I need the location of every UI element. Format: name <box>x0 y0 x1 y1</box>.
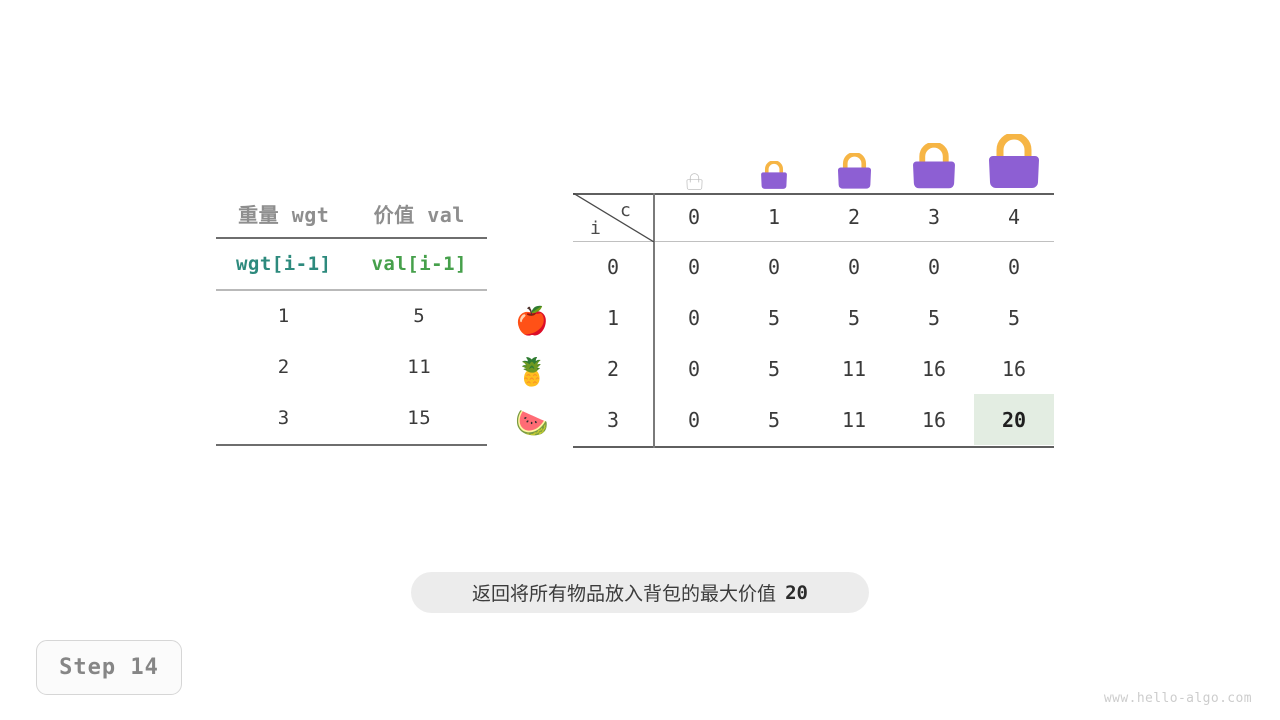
item-wgt-3: 3 <box>277 406 290 429</box>
item-table-header-row: 重量 wgt 价值 val <box>216 193 487 237</box>
dp-cell-2-2: 11 <box>841 356 867 381</box>
table-row: 3 15 <box>216 393 487 444</box>
dp-table-bottom-rule <box>573 446 1054 448</box>
bag-icon-capacity-2 <box>814 153 894 190</box>
bag-icon-capacity-0 <box>654 173 734 190</box>
dp-col-header-0: 0 <box>687 205 701 229</box>
dp-cell-0-2: 0 <box>847 254 861 279</box>
bag-icon-capacity-3 <box>894 143 974 190</box>
item-table-header-separator <box>216 289 487 291</box>
dp-cell-2-0: 0 <box>687 356 701 381</box>
fruit-slot-1: 🍎 <box>506 296 558 347</box>
dp-col-header-2: 2 <box>847 205 861 229</box>
dp-cell-2-3: 16 <box>921 356 947 381</box>
item-val-1: 5 <box>413 304 426 327</box>
dp-cell-1-4: 5 <box>1007 305 1021 330</box>
item-table-top-rule <box>216 237 487 239</box>
dp-table-top-rule <box>573 193 1054 195</box>
dp-cell-0-1: 0 <box>767 254 781 279</box>
dp-cell-3-2: 11 <box>841 407 867 432</box>
dp-axis-label-c: c <box>620 200 631 221</box>
dp-cell-1-0: 0 <box>687 305 701 330</box>
item-table-expression-row: wgt[i-1] val[i-1] <box>216 239 487 289</box>
dp-cell-0-0: 0 <box>687 254 701 279</box>
dp-col-header-3: 3 <box>927 205 941 229</box>
dp-row-label-0: 0 <box>606 254 620 279</box>
dp-table-header-separator <box>573 241 1054 243</box>
fruit-icon-column: 🍎 🍍 🍉 <box>506 296 558 449</box>
watermark: www.hello-algo.com <box>1103 691 1252 706</box>
item-table: 重量 wgt 价值 val wgt[i-1] val[i-1] 1 5 2 11… <box>216 193 487 446</box>
dp-cell-1-2: 5 <box>847 305 861 330</box>
dp-col-header-1: 1 <box>767 205 781 229</box>
handbag-icon <box>761 161 787 189</box>
dp-row-label-3: 3 <box>606 407 620 432</box>
dp-cell-1-1: 5 <box>767 305 781 330</box>
item-table-expr-wgt: wgt[i-1] <box>235 252 332 275</box>
bag-icon-row <box>573 118 1054 190</box>
item-wgt-1: 1 <box>277 304 290 327</box>
step-label: Step 14 <box>59 655 159 680</box>
apple-icon: 🍎 <box>515 306 549 337</box>
item-table-header-val: 价值 val <box>373 203 465 227</box>
dp-col-header-4: 4 <box>1007 205 1021 229</box>
handbag-icon <box>989 134 1039 188</box>
fruit-slot-3: 🍉 <box>506 398 558 449</box>
table-row: 1 5 <box>216 291 487 342</box>
item-table-header-wgt: 重量 wgt <box>238 203 330 227</box>
caption-text: 返回将所有物品放入背包的最大价值 <box>472 583 777 605</box>
item-val-3: 15 <box>407 406 432 429</box>
diagonal-split-line-icon <box>573 193 654 242</box>
fruit-slot-2: 🍍 <box>506 347 558 398</box>
caption-banner: 返回将所有物品放入背包的最大价值 20 <box>411 572 869 613</box>
dp-cell-highlighted: 20 <box>974 394 1054 445</box>
dp-row-label-2: 2 <box>606 356 620 381</box>
bag-icon-capacity-1 <box>734 161 814 190</box>
handbag-icon <box>913 143 955 189</box>
step-badge: Step 14 <box>36 640 182 695</box>
dp-axis-label-i: i <box>590 218 601 239</box>
table-row: 2 11 <box>216 342 487 393</box>
handbag-icon <box>837 153 871 189</box>
dp-cell-3-3: 16 <box>921 407 947 432</box>
pineapple-icon: 🍍 <box>515 357 549 388</box>
dp-cell-1-3: 5 <box>927 305 941 330</box>
dp-cell-2-4: 16 <box>1001 356 1027 381</box>
dp-table: c i 0 1 2 3 4 0 1 2 3 0 0 0 0 0 0 5 5 5 5 0 5 11 16 16 0 5 11 16 20 <box>573 193 1054 448</box>
dp-cell-0-4: 0 <box>1007 254 1021 279</box>
dp-row-label-1: 1 <box>606 305 620 330</box>
caption-value: 20 <box>785 581 808 604</box>
item-table-expr-val: val[i-1] <box>371 252 467 275</box>
watermelon-icon: 🍉 <box>515 408 549 439</box>
bag-icon-capacity-4 <box>974 134 1054 190</box>
dp-cell-2-1: 5 <box>767 356 781 381</box>
item-val-2: 11 <box>407 355 432 378</box>
dp-cell-0-3: 0 <box>927 254 941 279</box>
item-table-bottom-rule <box>216 443 487 446</box>
dp-cell-3-1: 5 <box>767 407 781 432</box>
handbag-icon <box>686 173 702 190</box>
item-wgt-2: 2 <box>277 355 290 378</box>
dp-table-vertical-divider <box>653 193 655 448</box>
dp-cell-3-0: 0 <box>687 407 701 432</box>
